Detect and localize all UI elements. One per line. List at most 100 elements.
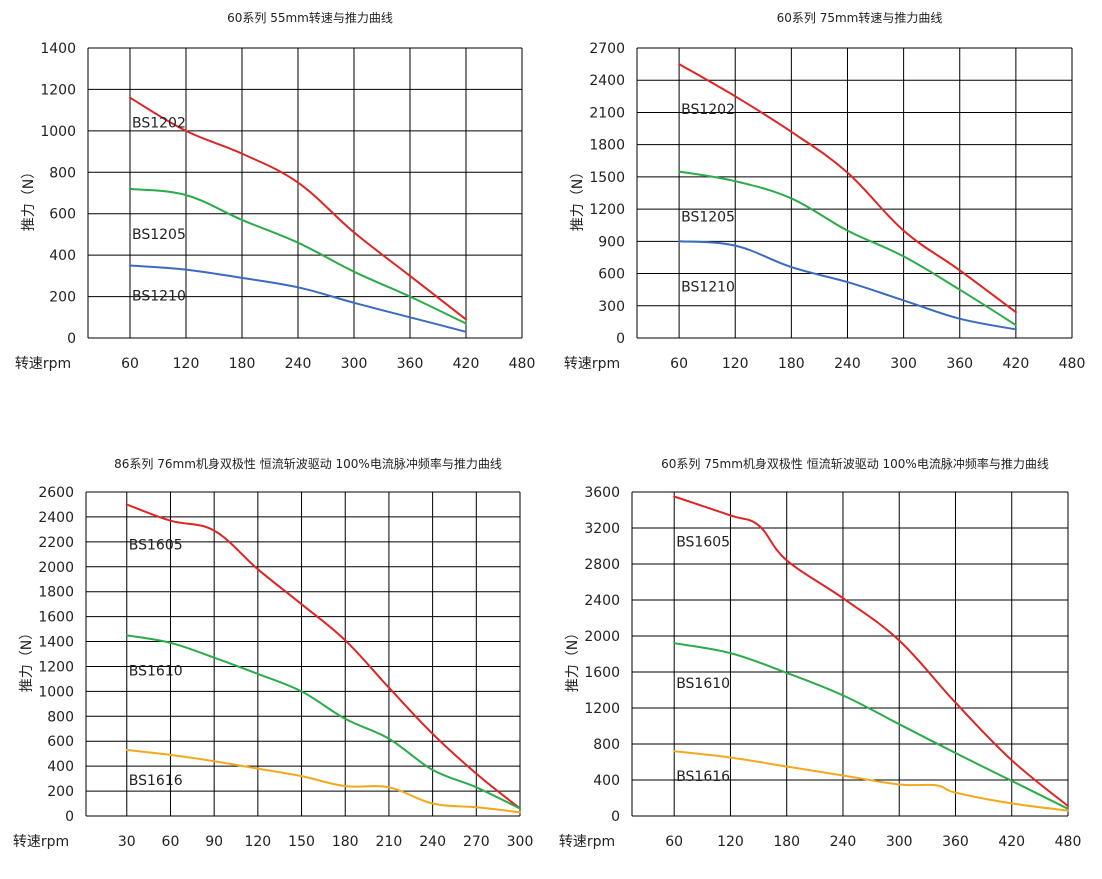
y-tick-label: 1400 — [38, 635, 74, 651]
x-tick-label: 60 — [665, 834, 683, 850]
y-tick-label: 800 — [47, 709, 74, 725]
x-axis-label: 转速rpm — [559, 834, 615, 850]
chart-panel-4: 60系列 75mm机身双极性 恒流斩波驱动 100%电流脉冲频率与推力曲线 0 40… — [551, 440, 1102, 875]
chart-panel-2: 60系列 75mm转速与推力曲线 0 300 600 900 1200 1500 1800 21… — [551, 0, 1102, 390]
series-label: BS1616 — [676, 769, 730, 785]
data-point-BS1205 — [902, 255, 905, 258]
x-tick-label: 240 — [830, 834, 857, 850]
data-point-BS1610 — [954, 752, 957, 754]
x-tick-label: 180 — [778, 356, 805, 372]
y-tick-label: 900 — [598, 234, 625, 250]
y-tick-label: 400 — [47, 759, 74, 775]
data-point-BS1610 — [898, 723, 901, 725]
x-axis-label: 转速rpm — [564, 356, 620, 372]
x-tick-label: 300 — [890, 356, 917, 372]
y-tick-label: 200 — [47, 784, 74, 800]
data-point-BS1610 — [673, 642, 675, 644]
data-point-BS1210 — [958, 317, 961, 320]
y-tick-label: 2400 — [584, 593, 620, 609]
data-point-BS1605 — [785, 559, 788, 562]
data-point-BS1205 — [353, 270, 355, 273]
data-point-BS1616 — [300, 775, 303, 777]
x-tick-label: 150 — [288, 834, 315, 850]
y-tick-label: 600 — [47, 734, 74, 750]
chart-title: 60系列 55mm转速与推力曲线 — [227, 10, 393, 25]
data-point-BS1610 — [1067, 808, 1069, 810]
y-tick-label: 1200 — [584, 701, 620, 717]
data-point-BS1610 — [519, 807, 521, 810]
y-tick-label: 0 — [67, 331, 76, 347]
data-point-BS1210 — [185, 268, 187, 271]
series-label: BS1605 — [676, 535, 730, 551]
y-tick-label: 2700 — [589, 41, 625, 57]
chart-title: 60系列 75mm转速与推力曲线 — [777, 10, 943, 25]
y-tick-label: 2600 — [38, 485, 74, 501]
x-tick-label: 120 — [244, 834, 271, 850]
y-tick-label: 1000 — [38, 684, 74, 700]
y-tick-label: 0 — [616, 331, 625, 347]
x-tick-label: 60 — [162, 834, 180, 850]
x-tick-label: 420 — [998, 834, 1025, 850]
data-point-BS1205 — [790, 197, 793, 200]
data-point-BS1616 — [475, 806, 478, 809]
series-line-BS1616 — [125, 749, 521, 814]
chart-4: 60系列 75mm机身双极性 恒流斩波驱动 100%电流脉冲频率与推力曲线 0 40… — [559, 456, 1082, 850]
data-point-BS1616 — [729, 756, 732, 759]
chart-title: 86系列 76mm机身双极性 恒流斩波驱动 100%电流脉冲频率与推力曲线 — [114, 456, 502, 471]
data-point-BS1616 — [169, 754, 172, 756]
data-point-BS1202 — [902, 229, 905, 232]
series-label: BS1616 — [129, 773, 183, 789]
data-point-BS1202 — [185, 130, 187, 132]
y-tick-label: 400 — [49, 248, 76, 264]
x-tick-label: 360 — [946, 356, 973, 372]
series-line-BS1610 — [125, 634, 521, 810]
data-point-BS1610 — [785, 672, 788, 674]
data-point-BS1616 — [213, 760, 215, 762]
data-point-BS1202 — [129, 96, 131, 99]
y-tick-label: 300 — [598, 299, 625, 315]
data-point-BS1202 — [353, 231, 355, 234]
y-axis-label: 推力（N） — [19, 626, 35, 692]
y-tick-label: 1000 — [40, 124, 76, 140]
chart-3: 86系列 76mm机身双极性 恒流斩波驱动 100%电流脉冲频率与推力曲线 0 20… — [13, 456, 534, 850]
series-label: BS1605 — [129, 537, 183, 553]
data-point-BS1205 — [1015, 324, 1017, 326]
data-point-BS1210 — [465, 330, 467, 333]
data-point-BS1610 — [300, 690, 303, 693]
x-tick-label: 300 — [507, 834, 534, 850]
y-tick-label: 1600 — [38, 610, 74, 626]
series-label: BS1205 — [132, 227, 186, 243]
data-point-BS1616 — [673, 750, 675, 752]
y-tick-label: 2000 — [38, 560, 74, 576]
x-tick-label: 120 — [173, 356, 200, 372]
data-point-BS1202 — [409, 275, 411, 277]
data-point-BS1605 — [729, 514, 732, 517]
data-point-BS1605 — [169, 519, 172, 522]
chart-2: 60系列 75mm转速与推力曲线 0 300 600 900 1200 1500 1800 21… — [564, 10, 1086, 372]
x-tick-label: 180 — [773, 834, 800, 850]
data-point-BS1610 — [388, 737, 390, 740]
data-point-BS1205 — [129, 188, 131, 190]
x-tick-label: 120 — [722, 356, 749, 372]
y-tick-label: 1400 — [40, 41, 76, 57]
data-point-BS1610 — [431, 769, 434, 771]
data-point-BS1616 — [1067, 809, 1069, 812]
data-point-BS1605 — [300, 603, 303, 605]
series-line-BS1610 — [673, 642, 1069, 810]
data-point-BS1205 — [297, 241, 299, 244]
x-tick-label: 180 — [229, 356, 256, 372]
data-point-BS1210 — [734, 244, 737, 247]
data-point-BS1605 — [475, 772, 478, 775]
series-label: BS1202 — [681, 102, 735, 118]
y-tick-label: 800 — [49, 165, 76, 181]
y-tick-label: 2100 — [589, 105, 625, 121]
data-point-BS1610 — [257, 673, 259, 675]
data-point-BS1202 — [465, 318, 467, 321]
y-tick-label: 600 — [598, 267, 625, 283]
series-line-BS1616 — [673, 750, 1069, 812]
x-tick-label: 120 — [717, 834, 744, 850]
data-point-BS1610 — [475, 786, 478, 789]
y-axis-label: 推力（N） — [570, 165, 586, 231]
data-point-BS1202 — [790, 130, 793, 133]
x-tick-label: 420 — [453, 356, 480, 372]
